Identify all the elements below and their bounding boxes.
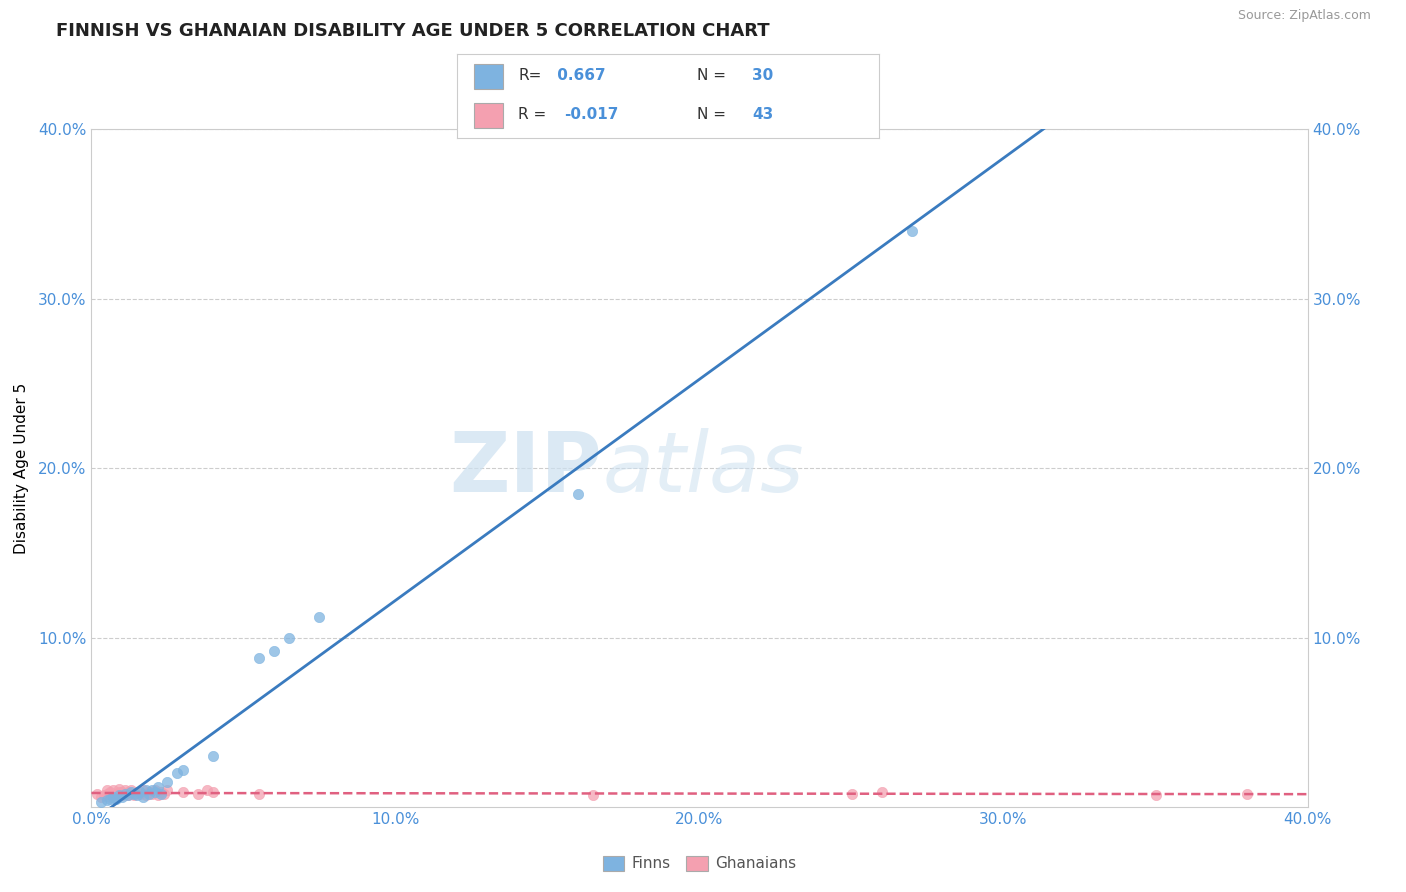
- Point: [114, 783, 136, 797]
- Point: [202, 749, 225, 764]
- Point: [195, 783, 218, 797]
- Text: ZIP: ZIP: [450, 428, 602, 508]
- Point: [129, 785, 152, 799]
- Text: N =: N =: [697, 107, 727, 122]
- Point: [101, 789, 124, 803]
- Point: [104, 787, 127, 801]
- Point: [153, 787, 176, 801]
- Point: [187, 787, 209, 801]
- Point: [148, 780, 170, 794]
- Point: [104, 789, 127, 803]
- Point: [96, 793, 118, 807]
- Point: [308, 610, 330, 624]
- Point: [138, 787, 160, 801]
- Point: [117, 789, 139, 803]
- Point: [125, 785, 148, 799]
- Point: [89, 795, 111, 809]
- Point: [263, 644, 285, 658]
- FancyBboxPatch shape: [474, 103, 503, 128]
- Point: [148, 789, 170, 803]
- Point: [172, 785, 194, 799]
- Point: [141, 783, 163, 797]
- Point: [122, 787, 145, 801]
- Text: atlas: atlas: [602, 428, 804, 508]
- Point: [107, 785, 129, 799]
- Point: [247, 651, 270, 665]
- Point: [114, 787, 136, 801]
- Point: [150, 787, 173, 801]
- Point: [156, 783, 179, 797]
- Point: [96, 783, 118, 797]
- Point: [120, 785, 142, 799]
- Text: 43: 43: [752, 107, 773, 122]
- Text: -0.017: -0.017: [565, 107, 619, 122]
- Point: [247, 787, 270, 801]
- Point: [202, 785, 225, 799]
- Point: [111, 785, 134, 799]
- Y-axis label: Disability Age Under 5: Disability Age Under 5: [14, 383, 30, 554]
- Legend: Finns, Ghanaians: Finns, Ghanaians: [596, 850, 803, 878]
- Point: [1144, 789, 1167, 803]
- Point: [135, 789, 157, 803]
- Point: [132, 783, 155, 797]
- Text: 30: 30: [752, 69, 773, 84]
- FancyBboxPatch shape: [474, 63, 503, 89]
- Point: [150, 785, 173, 799]
- Point: [901, 224, 924, 238]
- Point: [98, 792, 121, 806]
- Point: [132, 790, 155, 805]
- Point: [120, 783, 142, 797]
- Point: [156, 774, 179, 789]
- Point: [111, 789, 134, 803]
- Point: [114, 787, 136, 801]
- Point: [1236, 787, 1258, 801]
- Point: [107, 781, 129, 796]
- Point: [143, 783, 166, 797]
- Point: [125, 789, 148, 803]
- Point: [135, 783, 157, 797]
- Point: [141, 787, 163, 801]
- Point: [111, 790, 134, 805]
- Point: [117, 785, 139, 799]
- Point: [143, 785, 166, 799]
- Point: [89, 790, 111, 805]
- Point: [104, 792, 127, 806]
- Point: [841, 787, 863, 801]
- Point: [166, 766, 188, 780]
- Text: FINNISH VS GHANAIAN DISABILITY AGE UNDER 5 CORRELATION CHART: FINNISH VS GHANAIAN DISABILITY AGE UNDER…: [56, 22, 770, 40]
- Point: [567, 487, 589, 501]
- Point: [101, 783, 124, 797]
- Point: [870, 785, 893, 799]
- Text: N =: N =: [697, 69, 727, 84]
- Point: [172, 763, 194, 777]
- Point: [582, 789, 605, 803]
- Point: [278, 631, 301, 645]
- Text: 0.667: 0.667: [551, 69, 606, 84]
- Point: [129, 787, 152, 801]
- Point: [93, 789, 115, 803]
- Text: R =: R =: [517, 107, 547, 122]
- Text: R=: R=: [517, 69, 541, 84]
- Point: [98, 785, 121, 799]
- Point: [96, 787, 118, 801]
- Point: [107, 789, 129, 803]
- Point: [101, 790, 124, 805]
- Point: [98, 790, 121, 805]
- Point: [138, 785, 160, 799]
- Text: Source: ZipAtlas.com: Source: ZipAtlas.com: [1237, 9, 1371, 22]
- Point: [86, 787, 108, 801]
- Point: [120, 787, 142, 801]
- Point: [122, 789, 145, 803]
- Point: [117, 789, 139, 803]
